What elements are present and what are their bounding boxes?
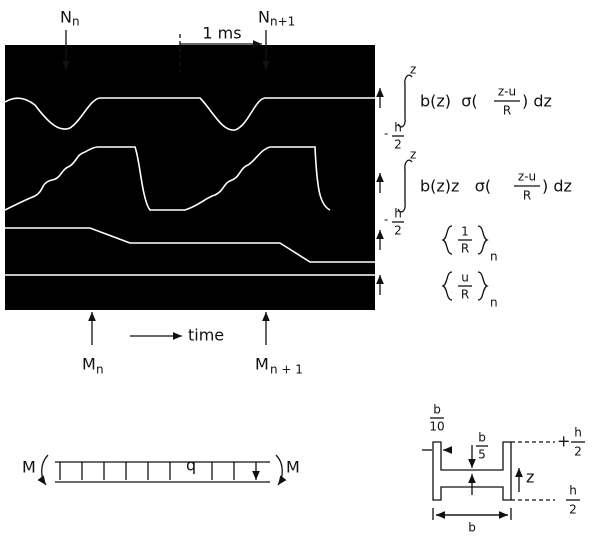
figure: N n N n+1 1 ms M n M n + 1 time z - h 2 … xyxy=(0,0,595,536)
formula: z - h 2 b(z) σ( z-u R ) dz xyxy=(384,63,552,152)
label: n xyxy=(72,15,80,29)
label: N xyxy=(60,8,72,27)
moment: M xyxy=(286,458,300,477)
dimension: 5 xyxy=(478,448,486,462)
label: 1 ms xyxy=(202,24,241,43)
dimension: h xyxy=(574,426,582,440)
dimension: b xyxy=(468,521,476,535)
term: b(z)z σ( xyxy=(420,177,491,196)
limit: - xyxy=(384,127,388,141)
label: n+1 xyxy=(270,15,295,29)
screen xyxy=(5,45,375,310)
oscillogram xyxy=(5,45,375,310)
limit: h xyxy=(394,121,402,135)
axis: z xyxy=(526,468,534,487)
cross-section xyxy=(422,442,555,520)
limit: z xyxy=(410,63,416,77)
term: z-u xyxy=(518,170,536,184)
term: R xyxy=(503,104,511,118)
limit: 2 xyxy=(394,224,402,238)
beam xyxy=(42,455,283,485)
limit: - xyxy=(384,213,388,227)
limit: 2 xyxy=(394,138,402,152)
dimension: 2 xyxy=(574,445,582,459)
term: n xyxy=(490,296,498,310)
label: M xyxy=(255,355,269,374)
formula: z - h 2 b(z)z σ( z-u R ) dz xyxy=(384,148,572,238)
term: ) dz xyxy=(522,92,552,111)
term: R xyxy=(461,242,469,256)
term: R xyxy=(523,189,531,203)
moment: M xyxy=(22,458,36,477)
dimension: + xyxy=(557,432,570,451)
dimension: 2 xyxy=(569,503,577,517)
formula: 1 R n xyxy=(443,225,498,264)
label: N xyxy=(258,8,270,27)
label: n + 1 xyxy=(270,363,303,377)
term: u xyxy=(461,271,469,285)
limit: z xyxy=(410,148,416,162)
term: z-u xyxy=(498,85,516,99)
label: M xyxy=(82,355,96,374)
label: n xyxy=(96,363,104,377)
dimension: b xyxy=(433,403,441,417)
load: q xyxy=(186,456,196,475)
limit: h xyxy=(394,207,402,221)
term: R xyxy=(461,288,469,302)
term: ) dz xyxy=(542,177,572,196)
term: b(z) σ( xyxy=(420,92,478,111)
dimension: b xyxy=(478,431,486,445)
dimension: h xyxy=(569,484,577,498)
term: 1 xyxy=(461,225,469,239)
label: time xyxy=(188,326,224,345)
dimension: 10 xyxy=(429,420,444,434)
term: n xyxy=(490,250,498,264)
formula: u R n xyxy=(443,271,498,310)
